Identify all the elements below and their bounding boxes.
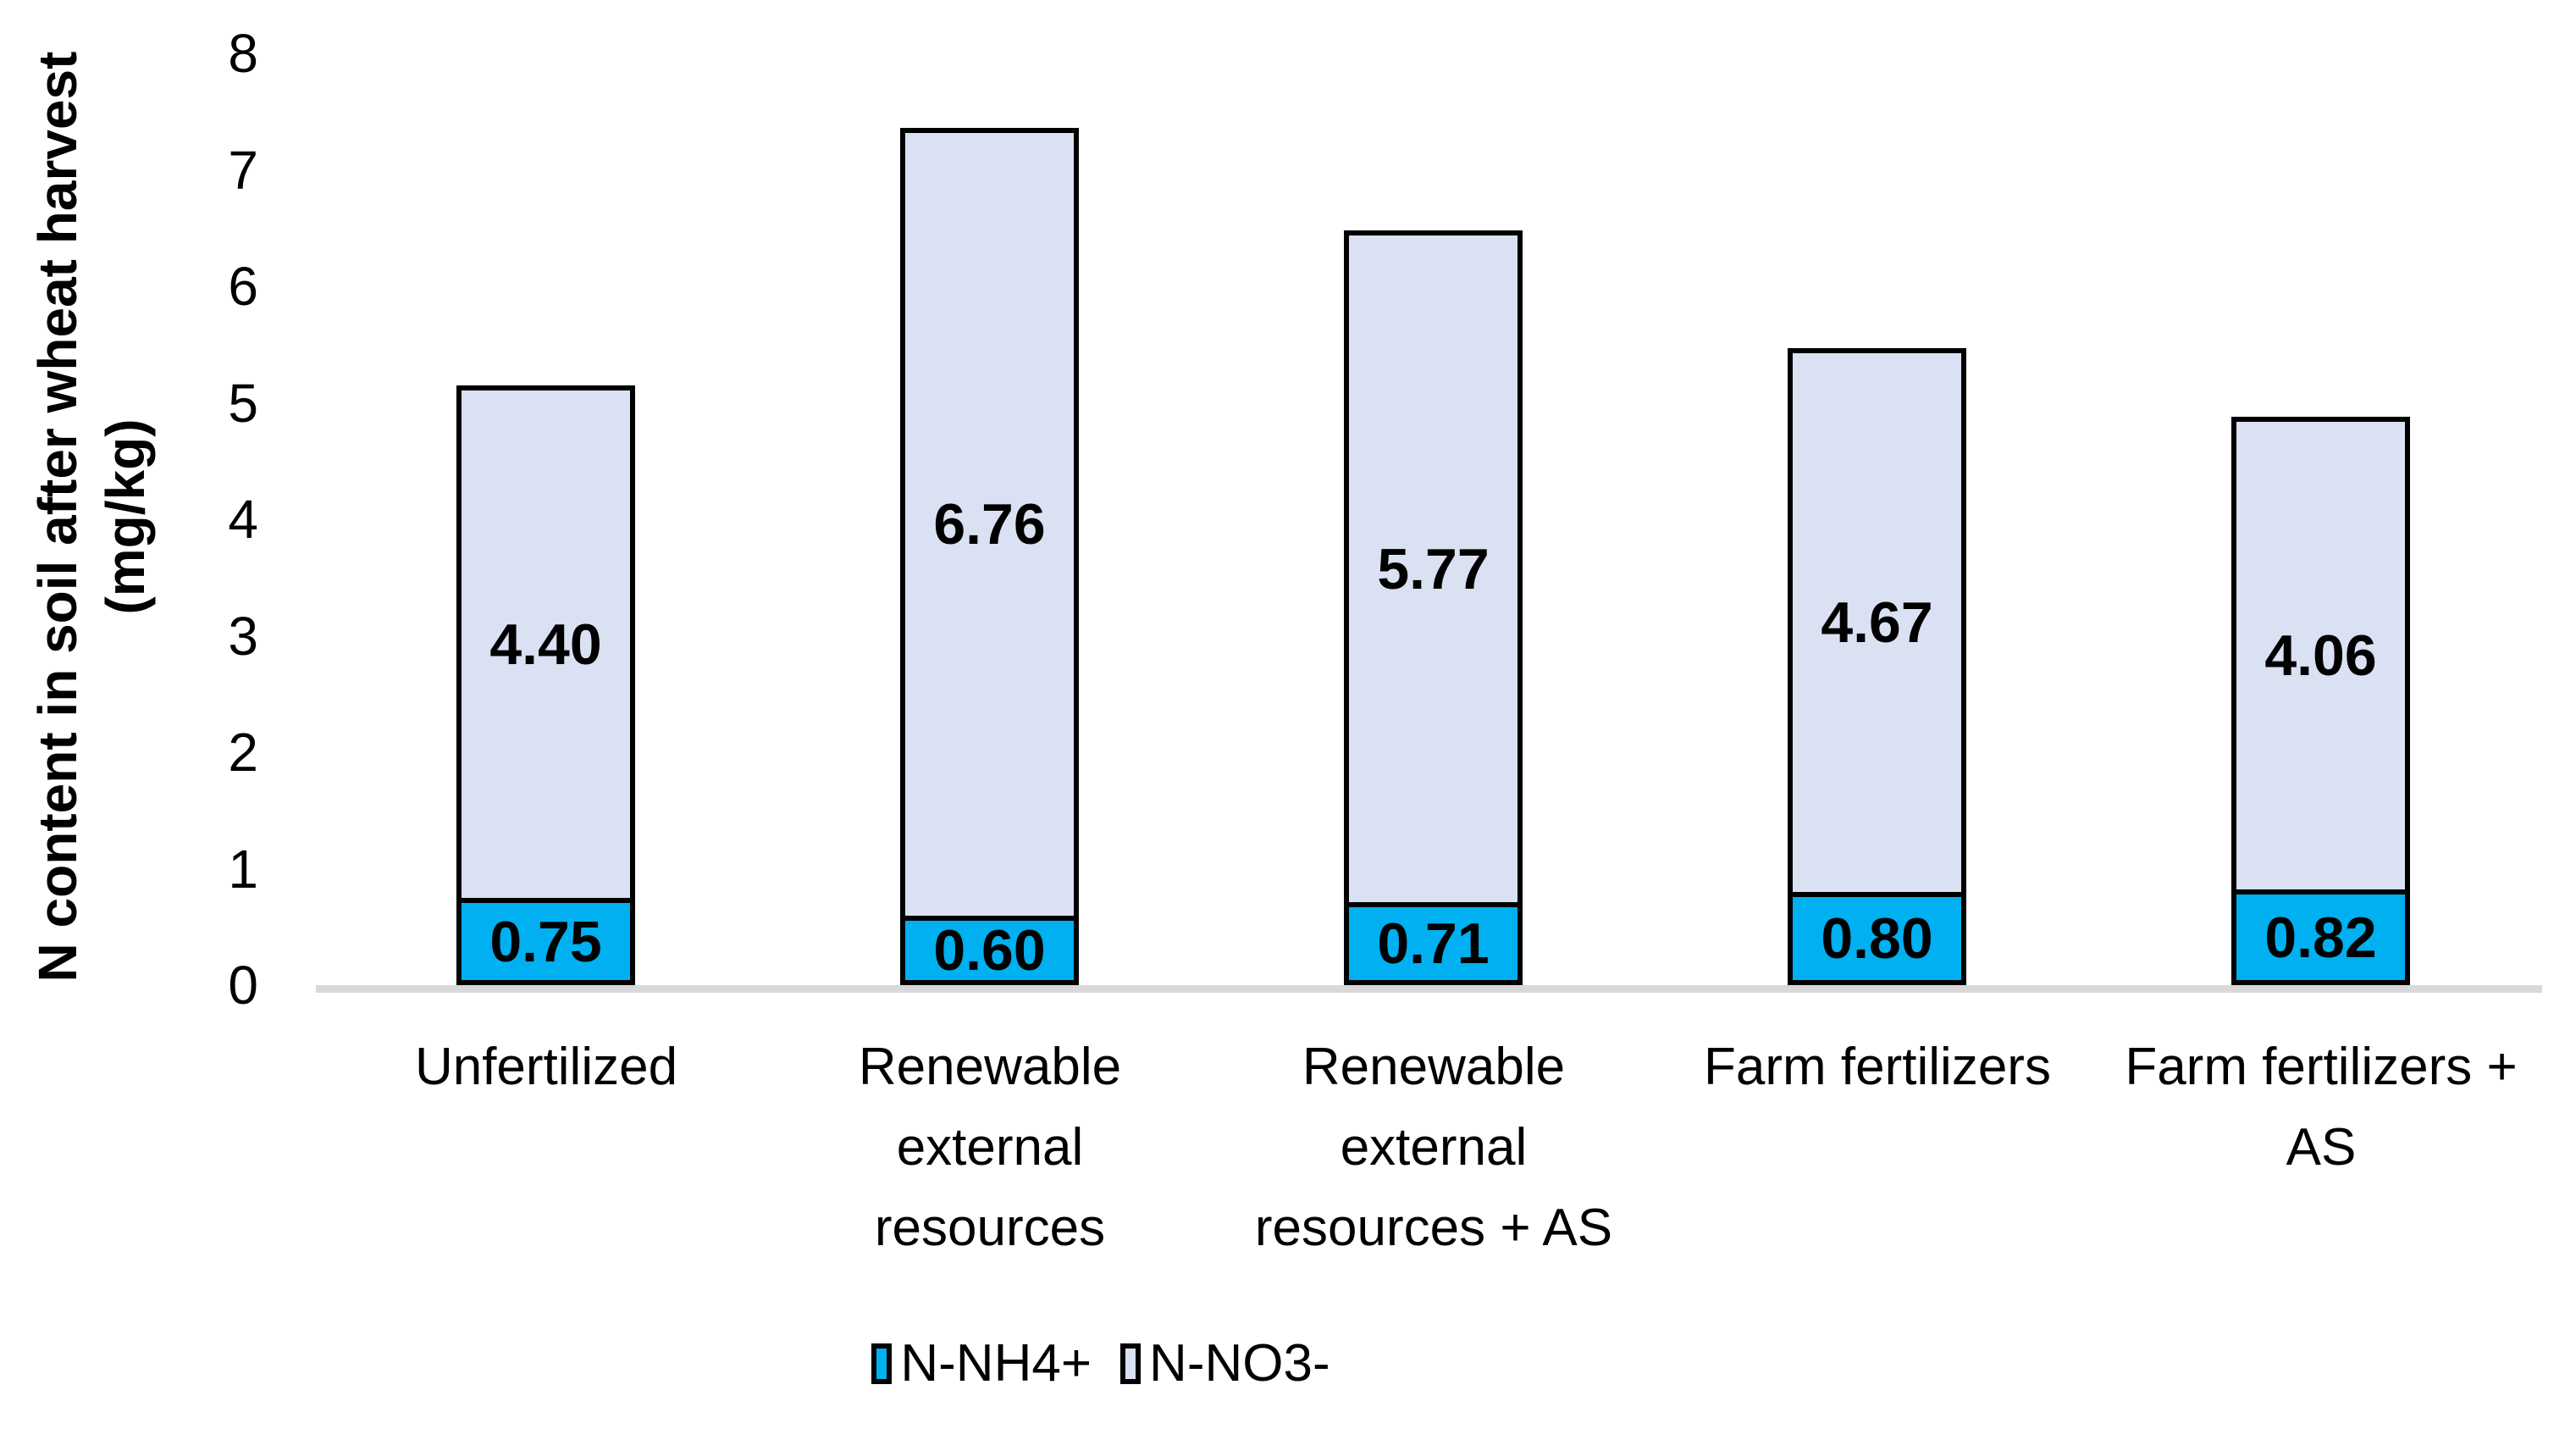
legend-label: N-NH4+ [900, 1334, 1092, 1393]
legend-key-icon [871, 1343, 893, 1384]
bar-segment-n-no3: 5.77 [1344, 230, 1523, 902]
y-axis-title-line-1: N content in soil after wheat harvest [27, 51, 88, 983]
x-category-line: resources + AS [1254, 1199, 1613, 1257]
x-category-line: Renewable [1302, 1038, 1566, 1096]
bar-segment-n-nh4: 0.80 [1788, 892, 1966, 985]
x-category-label-1: Unfertilized [323, 1027, 770, 1107]
y-tick-label-5: 5 [228, 373, 258, 434]
x-category-line: Renewable [858, 1038, 1122, 1096]
legend: N-NH4+ N-NO3- [0, 1334, 2202, 1393]
x-category-line: AS [2286, 1118, 2357, 1177]
bar-segment-n-nh4: 0.60 [900, 916, 1079, 985]
x-category-line: external [1340, 1118, 1528, 1177]
y-tick-label-4: 4 [228, 489, 258, 550]
x-axis-line [316, 985, 2542, 993]
y-tick-label-6: 6 [228, 256, 258, 317]
x-category-line: external [896, 1118, 1084, 1177]
bar-segment-n-nh4: 0.82 [2231, 889, 2410, 985]
legend-item-n-no3: N-NO3- [1120, 1334, 1330, 1393]
y-tick-label-2: 2 [228, 722, 258, 783]
stacked-bar-5: 4.06 0.82 [2231, 417, 2410, 985]
value-label-n-nh4: 0.60 [933, 918, 1046, 983]
value-label-n-nh4: 0.82 [2264, 905, 2377, 970]
value-label-n-nh4: 0.71 [1377, 911, 1490, 976]
bar-segment-n-no3: 4.06 [2231, 417, 2410, 889]
stacked-bar-1: 4.40 0.75 [456, 385, 635, 985]
y-tick-label-7: 7 [228, 140, 258, 201]
bar-segment-n-no3: 6.76 [900, 128, 1079, 916]
legend-item-n-nh4: N-NH4+ [871, 1334, 1092, 1393]
value-label-n-no3: 4.40 [489, 612, 602, 677]
value-label-n-nh4: 0.80 [1821, 906, 1933, 971]
stacked-bar-3: 5.77 0.71 [1344, 230, 1523, 985]
value-label-n-no3: 4.67 [1821, 590, 1933, 655]
y-tick-label-1: 1 [228, 839, 258, 900]
bar-segment-n-no3: 4.67 [1788, 348, 1966, 892]
x-category-label-3: Renewable external resources + AS [1210, 1027, 1657, 1268]
value-label-n-no3: 6.76 [933, 492, 1046, 557]
stacked-bar-2: 6.76 0.60 [900, 128, 1079, 985]
stacked-bar-4: 4.67 0.80 [1788, 348, 1966, 985]
x-category-line: Farm fertilizers [1704, 1038, 2051, 1096]
value-label-n-nh4: 0.75 [489, 909, 602, 974]
x-category-label-5: Farm fertilizers + AS [2098, 1027, 2545, 1188]
x-category-label-2: Renewable external resources [766, 1027, 1213, 1268]
legend-key-icon [1120, 1343, 1142, 1384]
bar-segment-n-nh4: 0.75 [456, 898, 635, 985]
y-tick-label-8: 8 [228, 23, 258, 84]
x-category-line: Farm fertilizers + [2125, 1038, 2518, 1096]
bar-segment-n-no3: 4.40 [456, 385, 635, 898]
y-tick-label-0: 0 [228, 955, 258, 1016]
x-category-label-4: Farm fertilizers [1654, 1027, 2101, 1107]
y-tick-label-3: 3 [228, 606, 258, 667]
legend-label: N-NO3- [1149, 1334, 1330, 1393]
x-category-line: resources [874, 1199, 1106, 1257]
bar-segment-n-nh4: 0.71 [1344, 902, 1523, 985]
value-label-n-no3: 5.77 [1377, 536, 1490, 601]
value-label-n-no3: 4.06 [2264, 623, 2377, 688]
x-category-line: Unfertilized [414, 1038, 678, 1096]
